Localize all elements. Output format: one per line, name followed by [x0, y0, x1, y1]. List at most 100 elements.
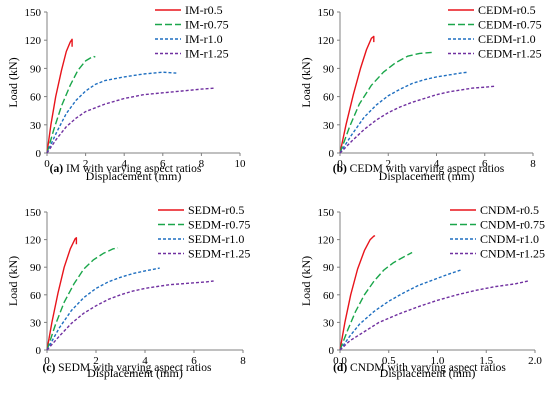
panel-d-y-axis-label: Load (kN)	[299, 256, 313, 306]
panel-c-x-tick-label: 4	[142, 355, 148, 367]
panel-c-caption: (c) SEDM with varying aspect ratios	[43, 362, 212, 374]
panel-b-caption-letter: (b)	[333, 163, 347, 175]
panel-d-legend-label-1: CNDM-r0.5	[480, 203, 539, 217]
panel-a-x-tick-label: 10	[235, 158, 247, 170]
panel-b-series-2-line	[339, 51, 432, 154]
panel-a-series-2-line	[46, 55, 96, 154]
panel-c-y-tick-label: 60	[30, 290, 42, 302]
panel-c-legend-label-4: SEDM-r1.25	[188, 247, 250, 261]
panel-d-legend-label-4: CNDM-r1.25	[480, 247, 545, 261]
panel-a-x-tick-label: 8	[199, 158, 205, 170]
panel-a-x-tick-label: 4	[121, 158, 127, 170]
panel-c-x-tick-label: 8	[240, 355, 246, 367]
panel-c-series-1-line	[46, 237, 78, 351]
panel-a-legend-label-1: IM-r0.5	[185, 3, 223, 17]
panel-a-series-4-line	[46, 87, 215, 154]
panel-c-legend-label-2: SEDM-r0.75	[188, 218, 250, 232]
panel-b-y-tick-label: 90	[323, 63, 335, 75]
panel-b-y-tick-label: 150	[318, 7, 335, 19]
panel-c-series-3-line	[46, 267, 160, 351]
panel-b: 0 2 4 6 8 0 30 60 90 120 150 Displacement (mm) Load …	[299, 3, 542, 183]
panel-b-legend-label-2: CEDM-r0.75	[478, 18, 542, 32]
panel-d-y-tick-label: 90	[323, 262, 335, 274]
panel-c-y-tick-label: 150	[25, 207, 42, 219]
panel-b-series-3-line	[339, 71, 468, 154]
panel-a: 0 2 4 6 8 10 0 30 60 90 120 150 Displacement (mm) Loa…	[6, 3, 246, 183]
panel-a-series-3-line	[46, 71, 177, 154]
panel-d-series-4-line	[339, 280, 529, 351]
panel-d-series-2-line	[339, 251, 413, 351]
panel-d-legend-label-2: CNDM-r0.75	[480, 218, 545, 232]
panel-b-x-tick-label: 4	[434, 158, 440, 170]
panel-a-legend-label-4: IM-r1.25	[185, 47, 229, 61]
panel-d-y-tick-label: 0	[329, 345, 335, 357]
panel-b-legend-label-3: CEDM-r1.0	[478, 32, 536, 46]
panel-d-y-tick-label: 30	[323, 317, 335, 329]
panel-b-legend-label-1: CEDM-r0.5	[478, 3, 536, 17]
panel-b-x-tick-label: 8	[530, 158, 536, 170]
panel-d-legend-label-3: CNDM-r1.0	[480, 232, 539, 246]
panel-d: 0.0 0.5 1.0 1.5 2.0 0 30 60 90 120 150 Displacement…	[299, 203, 545, 380]
panel-c: 0 2 4 6 8 0 30 60 90 120 150 Displacement (mm) Load …	[6, 203, 250, 380]
panel-d-x-axis-label: Displacement (mm)	[380, 366, 476, 380]
panel-a-x-tick-label: 0	[44, 158, 50, 170]
panel-d-series-3-line	[339, 269, 462, 351]
panel-c-y-tick-label: 120	[25, 235, 42, 247]
panel-c-y-tick-label: 0	[36, 345, 42, 357]
panel-a-series-1-line	[46, 38, 73, 154]
panel-b-x-tick-label: 0	[337, 158, 343, 170]
panel-c-caption-text: SEDM with varying aspect ratios	[55, 362, 212, 374]
panel-a-x-axis-label: Displacement (mm)	[86, 169, 182, 183]
panel-d-x-tick-label: 2.0	[528, 355, 542, 367]
panel-b-y-tick-label: 30	[323, 120, 335, 132]
panel-b-y-tick-label: 120	[318, 35, 335, 47]
panel-c-x-tick-label: 6	[191, 355, 197, 367]
panel-a-caption-letter: (a)	[50, 163, 64, 175]
panel-a-caption: (a) IM with varying aspect ratios	[50, 163, 202, 175]
panel-c-legend-label-3: SEDM-r1.0	[188, 232, 244, 246]
panel-d-x-tick-label: 1.0	[431, 355, 445, 367]
panel-d-y-tick-label: 120	[318, 235, 335, 247]
panel-a-y-tick-label: 60	[30, 92, 42, 104]
panel-b-y-tick-label: 0	[329, 148, 335, 160]
panel-c-x-tick-label: 2	[93, 355, 99, 367]
panel-a-legend-label-3: IM-r1.0	[185, 32, 223, 46]
panel-a-caption-text: IM with varying aspect ratios	[63, 163, 202, 175]
panel-c-caption-letter: (c)	[43, 362, 56, 374]
panel-d-x-tick-label: 0.5	[382, 355, 396, 367]
panel-b-y-axis-label: Load (kN)	[299, 57, 313, 107]
panel-c-y-tick-label: 30	[30, 317, 42, 329]
panel-c-y-tick-label: 90	[30, 262, 42, 274]
panel-a-y-tick-label: 150	[25, 7, 42, 19]
panel-b-caption-text: CEDM with varying aspect ratios	[347, 163, 505, 175]
panel-a-y-tick-label: 0	[36, 148, 42, 160]
panel-a-x-tick-label: 6	[160, 158, 166, 170]
panel-a-x-tick-label: 2	[83, 158, 89, 170]
panel-c-legend-label-1: SEDM-r0.5	[188, 203, 244, 217]
panel-b-y-tick-label: 60	[323, 92, 335, 104]
panel-c-series-4-line	[46, 280, 214, 351]
panel-b-x-tick-label: 6	[482, 158, 488, 170]
panel-a-legend-label-2: IM-r0.75	[185, 18, 229, 32]
panel-c-y-axis-label: Load (kN)	[6, 256, 20, 306]
panel-b-x-axis-label: Displacement (mm)	[379, 169, 475, 183]
panel-c-x-axis-label: Displacement (mm)	[87, 366, 183, 380]
panel-a-y-tick-label: 120	[25, 35, 42, 47]
panel-b-series-1-line	[339, 35, 375, 154]
panel-c-x-tick-label: 0	[44, 355, 50, 367]
panel-d-x-tick-label: 1.5	[479, 355, 493, 367]
panel-a-y-axis-label: Load (kN)	[6, 57, 20, 107]
panel-a-y-tick-label: 90	[30, 63, 42, 75]
panel-b-x-tick-label: 2	[386, 158, 392, 170]
panel-d-series-1-line	[339, 235, 376, 351]
panel-c-series-2-line	[46, 247, 119, 351]
panel-d-caption-letter: (d)	[333, 362, 347, 374]
panel-b-caption: (b) CEDM with varying aspect ratios	[333, 163, 505, 175]
panel-d-y-tick-label: 150	[318, 207, 335, 219]
panel-d-caption: (d) CNDM with varying aspect ratios	[333, 362, 506, 374]
panel-b-series-4-line	[339, 85, 495, 154]
panel-a-y-tick-label: 30	[30, 120, 42, 132]
panel-b-legend-label-4: CEDM-r1.25	[478, 47, 542, 61]
panel-d-x-tick-label: 0.0	[333, 355, 347, 367]
